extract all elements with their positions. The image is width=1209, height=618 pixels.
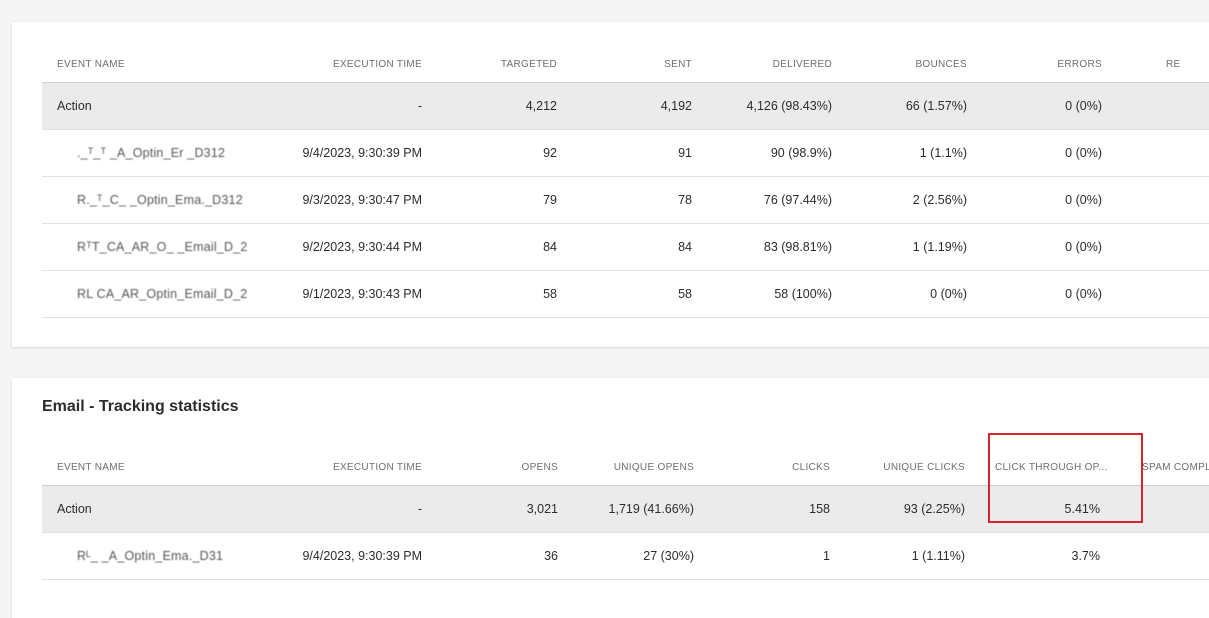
event-name-cell[interactable]: ._ᵀ_ᵀ _A_Optin_Er _D312	[77, 146, 226, 160]
unique-opens-cell: 27 (30%)	[643, 549, 694, 563]
delivered-cell: 58 (100%)	[774, 287, 832, 301]
column-header-execution-time[interactable]: EXECUTION TIME	[332, 58, 422, 70]
table-row[interactable]: R._ᵀ_C_ _Optin_Ema._D312 9/3/2023, 9:30:…	[42, 177, 1209, 224]
sent-cell: 84	[678, 240, 692, 254]
targeted-cell: 84	[543, 240, 557, 254]
tracking-stats-table: EVENT NAME EXECUTION TIME OPENS UNIQUE O…	[42, 445, 1209, 580]
column-header-targeted[interactable]: TARGETED	[500, 58, 557, 70]
tracking-stats-card: Email - Tracking statistics EVENT NAME E…	[12, 378, 1209, 618]
execution-time-cell: 9/1/2023, 9:30:43 PM	[302, 287, 422, 301]
errors-cell: 0 (0%)	[1065, 146, 1102, 160]
column-header-event-name[interactable]: EVENT NAME	[57, 461, 125, 473]
bounces-cell: 1 (1.19%)	[912, 240, 967, 254]
column-header-re[interactable]: RE	[1166, 58, 1181, 70]
column-header-delivered[interactable]: DELIVERED	[772, 58, 832, 70]
sent-cell: 58	[678, 287, 692, 301]
execution-time-cell: -	[417, 99, 422, 113]
table-row-total[interactable]: Action - 3,021 1,719 (41.66%) 158 93 (2.…	[42, 486, 1209, 533]
table-row[interactable]: Rᴸ_ _A_Optin_Ema._D31 9/4/2023, 9:30:39 …	[42, 533, 1209, 580]
targeted-cell: 79	[543, 193, 557, 207]
errors-cell: 0 (0%)	[1065, 193, 1102, 207]
event-name-cell[interactable]: RL CA_AR_Optin_Email_D_2	[77, 287, 248, 301]
table-row[interactable]: ._ᵀ_ᵀ _A_Optin_Er _D312 9/4/2023, 9:30:3…	[42, 130, 1209, 177]
table-row-total[interactable]: Action - 4,212 4,192 4,126 (98.43%) 66 (…	[42, 83, 1209, 130]
unique-clicks-cell: 1 (1.11%)	[911, 549, 965, 563]
execution-time-cell: 9/4/2023, 9:30:39 PM	[302, 146, 422, 160]
click-through-open-rate-cell: 5.41%	[1064, 502, 1100, 516]
table-header-row: EVENT NAME EXECUTION TIME OPENS UNIQUE O…	[42, 445, 1209, 486]
column-header-execution-time[interactable]: EXECUTION TIME	[332, 461, 422, 473]
highlight-annotation-box	[988, 433, 1143, 523]
bounces-cell: 2 (2.56%)	[912, 193, 967, 207]
delivered-cell: 90 (98.9%)	[770, 146, 832, 160]
unique-opens-cell: 1,719 (41.66%)	[608, 502, 694, 516]
column-header-click-through-open-rate[interactable]: CLICK THROUGH OP...	[995, 461, 1108, 473]
column-header-sent[interactable]: SENT	[664, 58, 692, 70]
column-header-opens[interactable]: OPENS	[521, 461, 558, 473]
targeted-cell: 58	[543, 287, 557, 301]
table-row[interactable]: RᵀT_CA_AR_O_ _Email_D_2 9/2/2023, 9:30:4…	[42, 224, 1209, 271]
sent-cell: 4,192	[660, 99, 692, 113]
unique-clicks-cell: 93 (2.25%)	[903, 502, 965, 516]
column-header-clicks[interactable]: CLICKS	[792, 461, 830, 473]
opens-cell: 3,021	[526, 502, 558, 516]
execution-time-cell: 9/4/2023, 9:30:39 PM	[302, 549, 422, 563]
delivery-stats-card: EVENT NAME EXECUTION TIME TARGETED SENT …	[12, 22, 1209, 347]
delivery-stats-table: EVENT NAME EXECUTION TIME TARGETED SENT …	[42, 42, 1209, 318]
bounces-cell: 1 (1.1%)	[919, 146, 967, 160]
opens-cell: 36	[544, 549, 558, 563]
column-header-errors[interactable]: ERRORS	[1057, 58, 1102, 70]
table-row[interactable]: RL CA_AR_Optin_Email_D_2 9/1/2023, 9:30:…	[42, 271, 1209, 318]
delivered-cell: 76 (97.44%)	[763, 193, 832, 207]
targeted-cell: 4,212	[525, 99, 557, 113]
column-header-bounces[interactable]: BOUNCES	[915, 58, 967, 70]
execution-time-cell: 9/2/2023, 9:30:44 PM	[302, 240, 422, 254]
column-header-event-name[interactable]: EVENT NAME	[57, 58, 125, 70]
sent-cell: 78	[678, 193, 692, 207]
clicks-cell: 158	[809, 502, 830, 516]
errors-cell: 0 (0%)	[1065, 287, 1102, 301]
sent-cell: 91	[678, 146, 692, 160]
clicks-cell: 1	[823, 549, 830, 563]
event-name-cell[interactable]: R._ᵀ_C_ _Optin_Ema._D312	[77, 193, 243, 207]
column-header-unique-clicks[interactable]: UNIQUE CLICKS	[883, 461, 965, 473]
column-header-unique-opens[interactable]: UNIQUE OPENS	[613, 461, 694, 473]
execution-time-cell: 9/3/2023, 9:30:47 PM	[302, 193, 422, 207]
delivered-cell: 4,126 (98.43%)	[746, 99, 832, 113]
errors-cell: 0 (0%)	[1065, 240, 1102, 254]
event-name-cell[interactable]: RᵀT_CA_AR_O_ _Email_D_2	[77, 240, 248, 254]
delivered-cell: 83 (98.81%)	[763, 240, 832, 254]
click-through-open-rate-cell: 3.7%	[1071, 549, 1101, 563]
errors-cell: 0 (0%)	[1065, 99, 1102, 113]
bounces-cell: 66 (1.57%)	[905, 99, 967, 113]
bounces-cell: 0 (0%)	[930, 287, 967, 301]
table-header-row: EVENT NAME EXECUTION TIME TARGETED SENT …	[42, 42, 1209, 83]
column-header-spam-complaints[interactable]: SPAM COMPL...	[1142, 461, 1209, 473]
targeted-cell: 92	[543, 146, 557, 160]
execution-time-cell: -	[417, 502, 422, 516]
event-name-cell: Action	[57, 502, 92, 516]
event-name-cell[interactable]: Rᴸ_ _A_Optin_Ema._D31	[77, 549, 224, 563]
section-title: Email - Tracking statistics	[42, 398, 239, 415]
event-name-cell: Action	[57, 99, 92, 113]
